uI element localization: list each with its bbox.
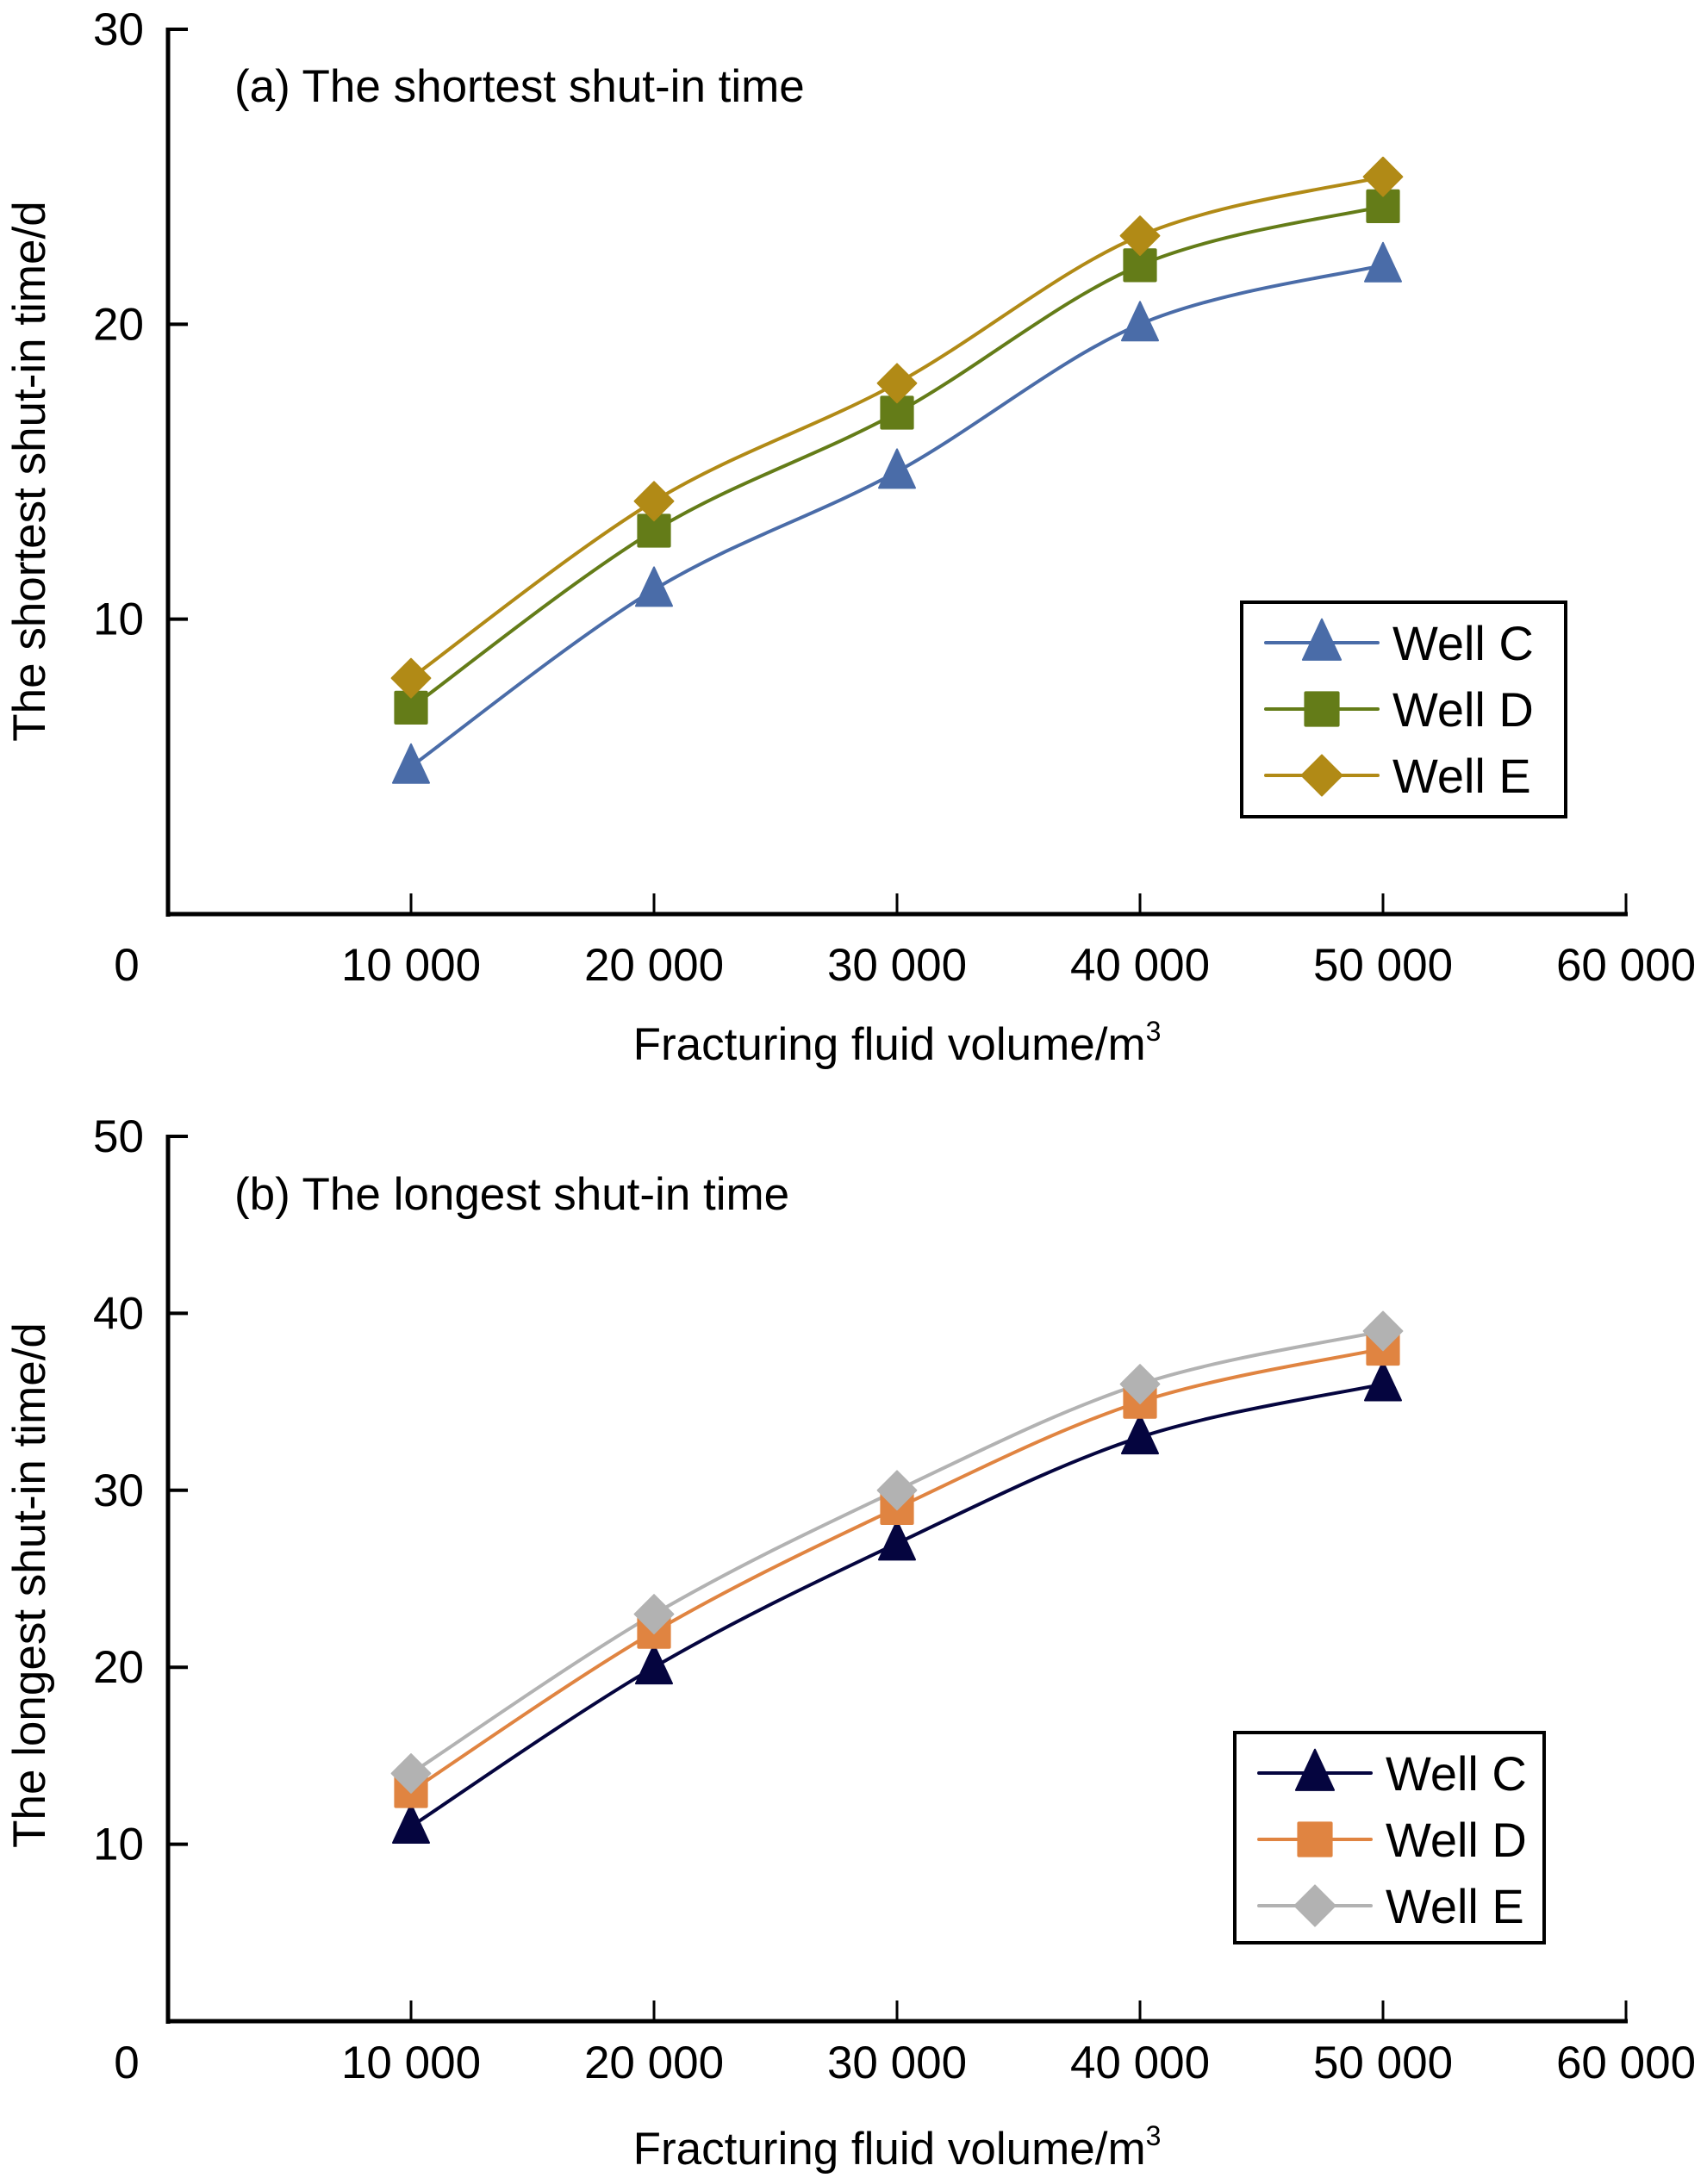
x-axis-label-superscript: 3 — [1146, 1016, 1162, 1047]
x-tick-label: 0 — [114, 940, 139, 991]
x-axis-label: Fracturing fluid volume/m3 — [633, 2120, 1162, 2175]
x-tick-label: 20 000 — [584, 2038, 724, 2088]
data-point-well-c — [878, 448, 916, 489]
series-line-well-d — [409, 1347, 1384, 1793]
x-tick-label: 30 000 — [827, 940, 967, 991]
data-point-well-e — [1362, 1310, 1404, 1352]
data-point-well-e — [876, 1470, 918, 1511]
data-point-well-e — [1119, 1364, 1161, 1404]
legend: Well C Well D Well E — [1240, 600, 1567, 818]
data-point-well-e — [390, 657, 432, 699]
legend: Well C Well D Well E — [1233, 1731, 1546, 1944]
y-axis-label: The longest shut-in time/d — [4, 1322, 55, 1848]
data-point-well-c — [1121, 1414, 1159, 1455]
x-tick-label: 60 000 — [1556, 940, 1696, 991]
x-axis-label: Fracturing fluid volume/m3 — [633, 1016, 1162, 1070]
data-point-well-c — [635, 566, 673, 607]
axes: 10 20 30 40 50 0 10 000 20 000 30 000 40 000 50 00… — [93, 1111, 1696, 2088]
data-point-well-d — [1123, 248, 1157, 283]
x-tick-label: 60 000 — [1556, 2038, 1696, 2088]
series-line-well-c — [409, 263, 1384, 768]
legend-marker-square-icon — [1304, 691, 1340, 727]
axes: 10 20 30 0 10 000 20 000 30 000 40 000 50 000 60 … — [93, 4, 1696, 991]
y-tick-label: 10 — [93, 594, 144, 645]
legend-label: Well C — [1392, 616, 1534, 670]
data-point-well-c — [1121, 301, 1159, 342]
y-tick-label: 20 — [93, 299, 144, 350]
panel-a-shortest-shut-in: 10 20 30 0 10 000 20 000 30 000 40 000 50 000 60 … — [4, 4, 1696, 1070]
y-tick-label: 30 — [93, 4, 144, 55]
y-tick-label: 20 — [93, 1642, 144, 1693]
legend-label: Well E — [1392, 749, 1531, 803]
legend-marker-triangle-icon — [1301, 618, 1343, 661]
x-tick-label: 10 000 — [341, 2038, 481, 2088]
x-tick-label: 10 000 — [341, 940, 481, 991]
series-markers — [390, 1310, 1404, 1844]
x-tick-label: 50 000 — [1313, 2038, 1453, 2088]
x-axis-label-text: Fracturing fluid volume/m — [633, 1019, 1146, 1070]
legend-label: Well D — [1386, 1813, 1527, 1867]
data-point-well-d — [880, 395, 914, 430]
chart-title: (b) The longest shut-in time — [234, 1169, 789, 1220]
data-point-well-c — [392, 1803, 430, 1844]
data-point-well-c — [392, 743, 430, 784]
data-point-well-d — [394, 690, 428, 725]
y-axis-label: The shortest shut-in time/d — [4, 201, 55, 741]
x-tick-label: 30 000 — [827, 2038, 967, 2088]
legend-marker-diamond-icon — [1300, 754, 1343, 797]
data-point-well-e — [633, 481, 675, 522]
legend-label: Well D — [1392, 682, 1534, 737]
data-point-well-e — [633, 1594, 675, 1634]
x-axis-label-superscript: 3 — [1146, 2120, 1162, 2151]
chart-title: (a) The shortest shut-in time — [234, 61, 805, 112]
data-point-well-c — [635, 1644, 673, 1685]
series-markers — [390, 156, 1404, 784]
data-point-well-d — [1366, 189, 1400, 223]
data-point-well-c — [1364, 241, 1402, 283]
x-tick-label: 40 000 — [1070, 2038, 1210, 2088]
legend-label: Well C — [1386, 1746, 1527, 1801]
data-point-well-e — [1362, 156, 1404, 197]
legend-label: Well E — [1386, 1879, 1524, 1933]
data-point-well-e — [876, 363, 918, 404]
data-point-well-e — [390, 1753, 432, 1794]
data-point-well-c — [1364, 1360, 1402, 1402]
data-point-well-d — [637, 513, 671, 548]
x-tick-label: 40 000 — [1070, 940, 1210, 991]
legend-marker-square-icon — [1297, 1821, 1333, 1857]
x-tick-label: 20 000 — [584, 940, 724, 991]
legend-marker-diamond-icon — [1293, 1884, 1336, 1927]
x-tick-label: 0 — [114, 2038, 139, 2088]
panel-b-longest-shut-in: 10 20 30 40 50 0 10 000 20 000 30 000 40 000 50 00… — [4, 1111, 1696, 2175]
y-tick-label: 30 — [93, 1465, 144, 1516]
y-tick-label: 50 — [93, 1111, 144, 1162]
data-point-well-e — [1119, 215, 1161, 257]
data-point-well-c — [878, 1520, 916, 1561]
x-tick-label: 50 000 — [1313, 940, 1453, 991]
y-tick-label: 10 — [93, 1820, 144, 1870]
legend-marker-triangle-icon — [1294, 1748, 1336, 1791]
x-axis-label-text: Fracturing fluid volume/m — [633, 2124, 1146, 2175]
y-tick-label: 40 — [93, 1288, 144, 1339]
